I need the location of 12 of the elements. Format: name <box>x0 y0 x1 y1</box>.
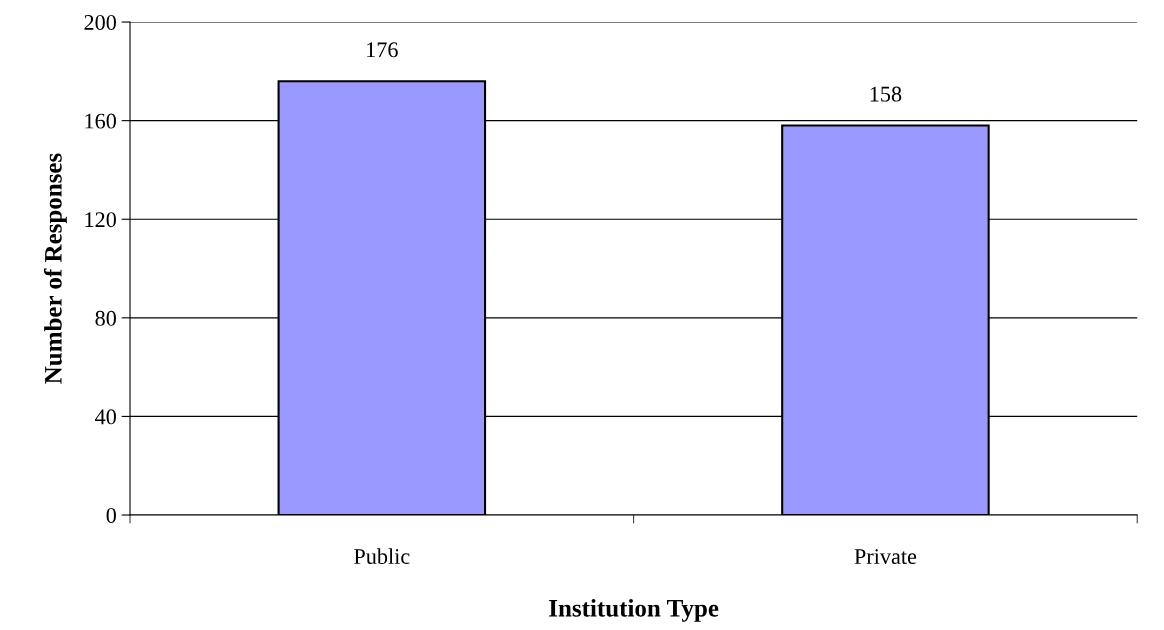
y-tick-label: 160 <box>85 113 116 129</box>
y-axis-title: Number of Responses <box>43 153 67 384</box>
data-label: 158 <box>870 86 902 102</box>
y-tick-label: 200 <box>84 14 116 30</box>
data-label: 176 <box>367 42 398 58</box>
y-tick-label: 120 <box>85 212 116 228</box>
y-tick-label: 0 <box>106 507 116 523</box>
x-tick-label: Private <box>854 549 917 564</box>
x-tick-label: Public <box>354 548 410 564</box>
y-tick-label: 80 <box>95 310 116 326</box>
x-axis-title: Institution Type <box>549 599 719 622</box>
y-tick-label: 40 <box>95 409 116 425</box>
